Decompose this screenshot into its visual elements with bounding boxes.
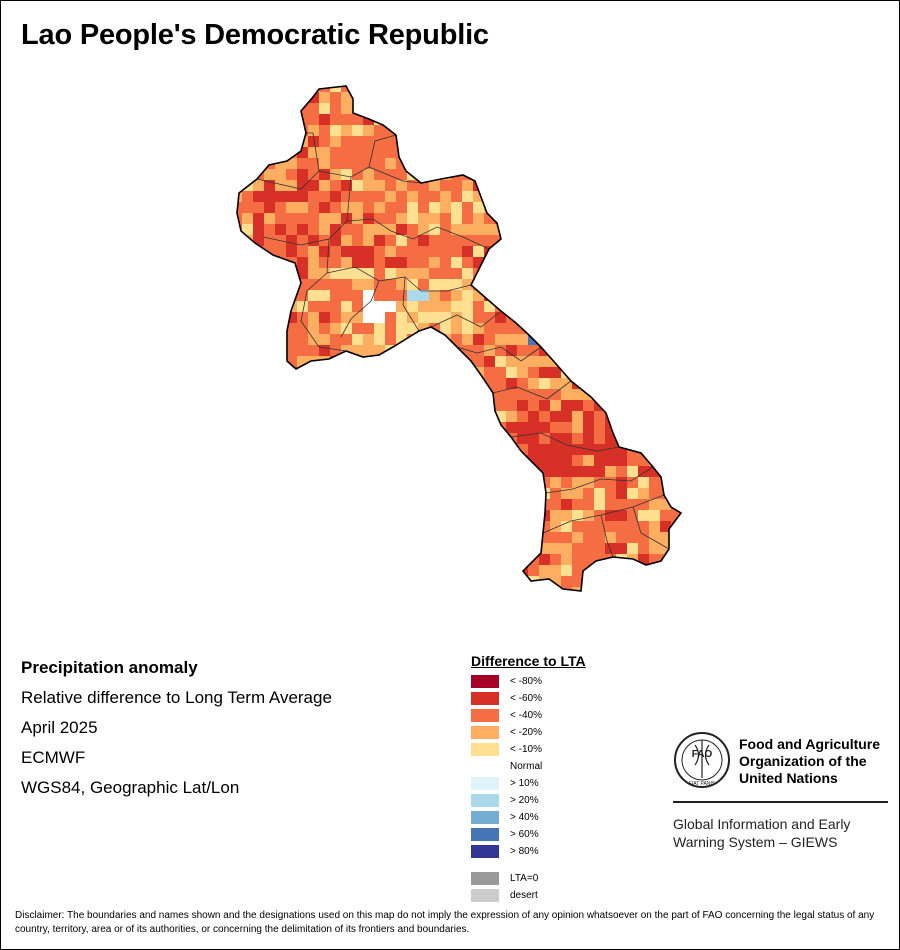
giews-name: Global Information and Early Warning Sys… bbox=[673, 816, 851, 850]
legend-label: Normal bbox=[510, 761, 543, 772]
legend-swatch bbox=[471, 675, 499, 688]
legend-label: > 80% bbox=[510, 846, 539, 857]
legend: Difference to LTA < -80% < -60% < -40% < -2… bbox=[471, 653, 586, 904]
legend-label: < -80% bbox=[510, 676, 542, 687]
svg-text:FAO: FAO bbox=[692, 749, 713, 760]
legend-label: > 40% bbox=[510, 812, 539, 823]
disclaimer: Disclaimer: The boundaries and names sho… bbox=[15, 910, 875, 935]
legend-swatch bbox=[471, 692, 499, 705]
legend-swatch bbox=[471, 811, 499, 824]
legend-label: > 60% bbox=[510, 829, 539, 840]
legend-item: < -60% bbox=[471, 690, 586, 707]
legend-label: < -20% bbox=[510, 727, 542, 738]
anomaly-grid bbox=[237, 86, 681, 591]
legend-label: < -40% bbox=[510, 710, 542, 721]
info-period: April 2025 bbox=[21, 718, 98, 737]
legend-swatch bbox=[471, 726, 499, 739]
legend-swatch bbox=[471, 709, 499, 722]
legend-item: > 10% bbox=[471, 775, 586, 792]
legend-swatch bbox=[471, 889, 499, 902]
legend-swatch bbox=[471, 777, 499, 790]
legend-item: > 40% bbox=[471, 809, 586, 826]
legend-item: > 80% bbox=[471, 843, 586, 860]
legend-items: < -80% < -60% < -40% < -20% < -10% Normal > 10… bbox=[471, 673, 586, 904]
legend-swatch bbox=[471, 760, 499, 773]
svg-text:FIAT PANIS: FIAT PANIS bbox=[689, 781, 716, 787]
legend-label: < -60% bbox=[510, 693, 542, 704]
legend-item: < -10% bbox=[471, 741, 586, 758]
legend-label: desert bbox=[510, 890, 538, 901]
fao-logo-icon: FAO FIAT PANIS bbox=[674, 732, 730, 788]
legend-swatch bbox=[471, 794, 499, 807]
legend-label: LTA=0 bbox=[510, 873, 539, 884]
legend-item: < -20% bbox=[471, 724, 586, 741]
fao-org-name: Food and Agriculture Organization of the… bbox=[739, 736, 881, 786]
legend-item: > 60% bbox=[471, 826, 586, 843]
legend-swatch bbox=[471, 845, 499, 858]
map-info: Precipitation anomaly Relative differenc… bbox=[21, 657, 332, 807]
legend-swatch bbox=[471, 828, 499, 841]
legend-title: Difference to LTA bbox=[471, 653, 586, 669]
legend-item: > 20% bbox=[471, 792, 586, 809]
legend-item: desert bbox=[471, 887, 586, 904]
info-variable: Precipitation anomaly bbox=[21, 658, 198, 677]
info-source: ECMWF bbox=[21, 748, 86, 767]
legend-label: > 10% bbox=[510, 778, 539, 789]
province-boundaries bbox=[256, 132, 670, 558]
fao-divider bbox=[673, 801, 888, 803]
legend-swatch bbox=[471, 743, 499, 756]
legend-item: < -80% bbox=[471, 673, 586, 690]
info-projection: WGS84, Geographic Lat/Lon bbox=[21, 778, 240, 797]
map-title: Lao People's Democratic Republic bbox=[21, 19, 489, 51]
legend-swatch bbox=[471, 872, 499, 885]
legend-item: < -40% bbox=[471, 707, 586, 724]
precipitation-anomaly-map bbox=[236, 85, 682, 592]
legend-item: Normal bbox=[471, 758, 586, 775]
legend-item: LTA=0 bbox=[471, 870, 586, 887]
legend-label: > 20% bbox=[510, 795, 539, 806]
legend-label: < -10% bbox=[510, 744, 542, 755]
info-description: Relative difference to Long Term Average bbox=[21, 688, 332, 707]
